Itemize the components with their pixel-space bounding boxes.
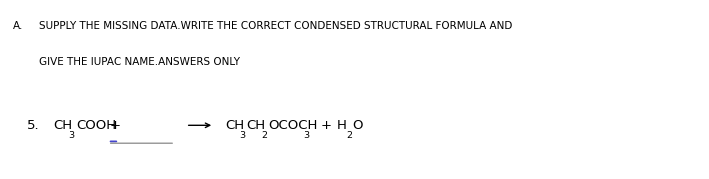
Text: H: H (337, 119, 347, 132)
Text: 5.: 5. (27, 119, 40, 132)
Text: OCOCH: OCOCH (269, 119, 318, 132)
Text: COOH: COOH (76, 119, 116, 132)
Text: CH: CH (247, 119, 266, 132)
Text: 2: 2 (346, 131, 352, 140)
Text: 2: 2 (262, 131, 267, 140)
Text: 3: 3 (303, 131, 310, 140)
Text: CH: CH (225, 119, 244, 132)
Text: 3: 3 (68, 131, 74, 140)
Text: +: + (320, 119, 332, 132)
Text: 3: 3 (240, 131, 246, 140)
Text: O: O (352, 119, 363, 132)
Text: GIVE THE IUPAC NAME.ANSWERS ONLY: GIVE THE IUPAC NAME.ANSWERS ONLY (39, 57, 240, 67)
Text: CH: CH (53, 119, 72, 132)
Text: +: + (109, 119, 121, 132)
Text: A.: A. (13, 21, 23, 32)
Text: SUPPLY THE MISSING DATA.WRITE THE CORRECT CONDENSED STRUCTURAL FORMULA AND: SUPPLY THE MISSING DATA.WRITE THE CORREC… (39, 21, 513, 32)
